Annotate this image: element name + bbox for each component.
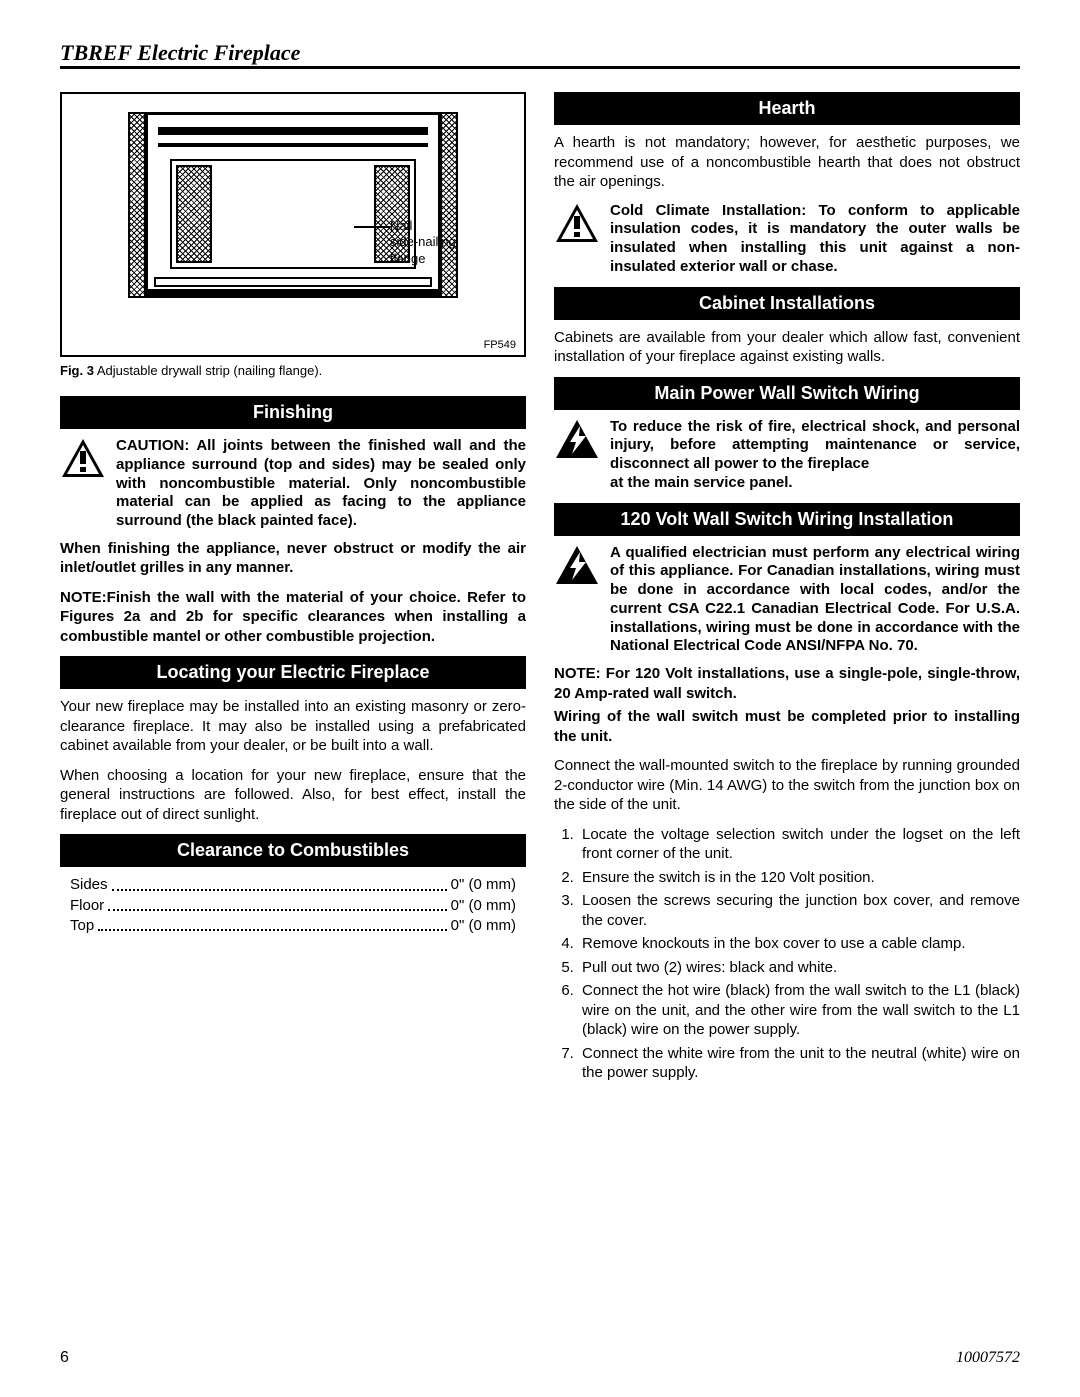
- left-column: Nail side-nailing flange FP549 Fig. 3 Ad…: [60, 92, 526, 1087]
- warning-triangle-icon: [554, 202, 600, 244]
- clearance-table: Sides0" (0 mm) Floor0" (0 mm) Top0" (0 m…: [60, 875, 526, 936]
- page-number: 6: [60, 1349, 69, 1367]
- locating-para-1: Your new fireplace may be installed into…: [60, 697, 526, 756]
- figure-3-box: Nail side-nailing flange FP549: [60, 92, 526, 357]
- hearth-para: A hearth is not mandatory; however, for …: [554, 133, 1020, 192]
- mainpower-warning-text: To reduce the risk of fire, electrical s…: [610, 418, 1020, 493]
- v120-note-1: NOTE: For 120 Volt installations, use a …: [554, 664, 1020, 703]
- step-item: Locate the voltage selection switch unde…: [578, 825, 1020, 864]
- step-item: Loosen the screws securing the junction …: [578, 891, 1020, 930]
- nail-label: Nail side-nailing flange: [390, 218, 456, 267]
- electrical-hazard-icon: [554, 418, 600, 460]
- cabinet-header: Cabinet Installations: [554, 287, 1020, 320]
- locating-para-2: When choosing a location for your new fi…: [60, 766, 526, 825]
- clearance-row: Floor0" (0 mm): [60, 896, 526, 916]
- page-footer: 6 10007572: [60, 1349, 1020, 1367]
- finishing-header: Finishing: [60, 396, 526, 429]
- locating-header: Locating your Electric Fireplace: [60, 656, 526, 689]
- figure-caption: Fig. 3 Adjustable drywall strip (nailing…: [60, 363, 526, 378]
- step-item: Remove knockouts in the box cover to use…: [578, 934, 1020, 954]
- clearance-row: Sides0" (0 mm): [60, 875, 526, 895]
- clearance-row: Top0" (0 mm): [60, 916, 526, 936]
- v120-warning-text: A qualified electrician must perform any…: [610, 544, 1020, 657]
- cabinet-para: Cabinets are available from your dealer …: [554, 328, 1020, 367]
- document-number: 10007572: [956, 1349, 1020, 1367]
- finishing-para-1: When finishing the appliance, never obst…: [60, 539, 526, 578]
- finishing-para-2: NOTE:Finish the wall with the material o…: [60, 588, 526, 647]
- finishing-caution-text: CAUTION: All joints between the finished…: [116, 437, 526, 531]
- v120-note-2: Wiring of the wall switch must be comple…: [554, 707, 1020, 746]
- fireplace-diagram: [145, 112, 441, 298]
- hearth-header: Hearth: [554, 92, 1020, 125]
- step-item: Ensure the switch is in the 120 Volt pos…: [578, 868, 1020, 888]
- v120-header: 120 Volt Wall Switch Wiring Installation: [554, 503, 1020, 536]
- installation-steps: Locate the voltage selection switch unde…: [554, 825, 1020, 1083]
- hearth-warning-row: Cold Climate Installation: To conform to…: [554, 202, 1020, 277]
- right-column: Hearth A hearth is not mandatory; howeve…: [554, 92, 1020, 1087]
- step-item: Pull out two (2) wires: black and white.: [578, 958, 1020, 978]
- v120-para: Connect the wall-mounted switch to the f…: [554, 756, 1020, 815]
- warning-triangle-icon: [60, 437, 106, 479]
- electrical-hazard-icon: [554, 544, 600, 586]
- step-item: Connect the white wire from the unit to …: [578, 1044, 1020, 1083]
- v120-warning-row: A qualified electrician must perform any…: [554, 544, 1020, 657]
- step-item: Connect the hot wire (black) from the wa…: [578, 981, 1020, 1040]
- page-header: TBREF Electric Fireplace: [60, 40, 1020, 68]
- content-columns: Nail side-nailing flange FP549 Fig. 3 Ad…: [60, 92, 1020, 1087]
- mainpower-warning-row: To reduce the risk of fire, electrical s…: [554, 418, 1020, 493]
- mainpower-header: Main Power Wall Switch Wiring: [554, 377, 1020, 410]
- finishing-caution-row: CAUTION: All joints between the finished…: [60, 437, 526, 531]
- clearance-header: Clearance to Combustibles: [60, 834, 526, 867]
- figure-id: FP549: [484, 339, 516, 351]
- hearth-warning-text: Cold Climate Installation: To conform to…: [610, 202, 1020, 277]
